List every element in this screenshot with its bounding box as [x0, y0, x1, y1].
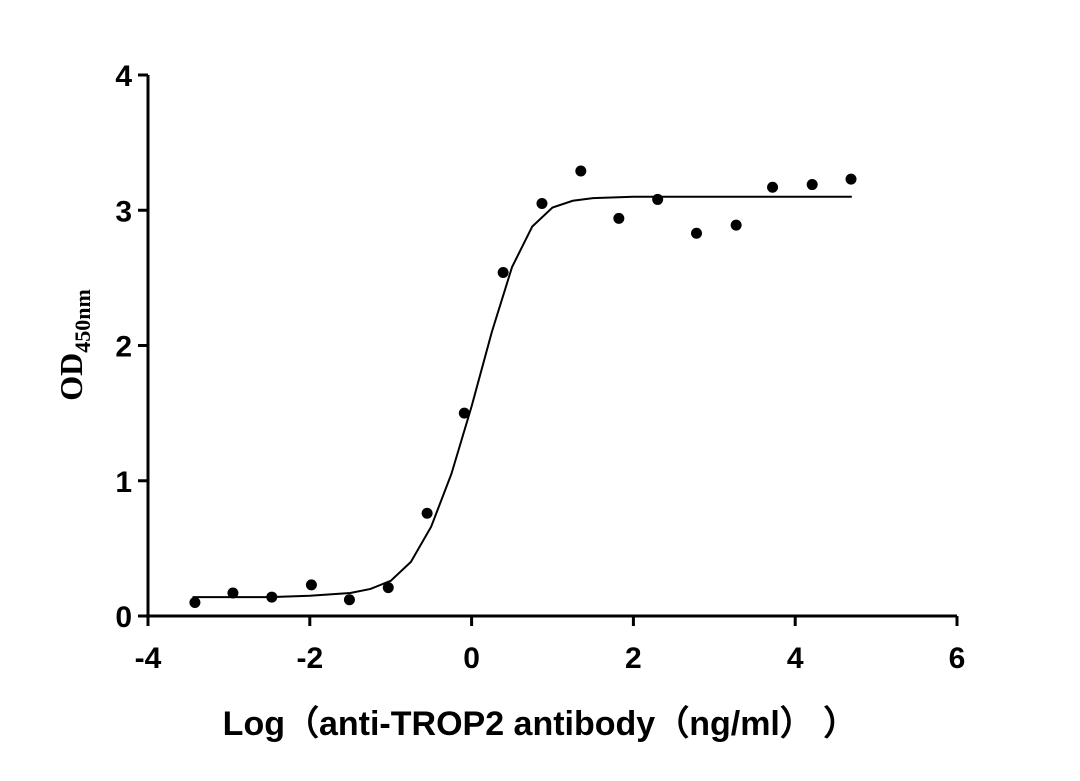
x-axis-title: Log（anti-TROP2 antibody（ng/ml） ） — [223, 704, 858, 743]
data-point — [497, 266, 509, 278]
data-point — [845, 173, 857, 185]
data-point — [189, 596, 201, 608]
data-point — [305, 579, 317, 591]
y-tick-label: 4 — [115, 60, 132, 93]
x-tick-label: -2 — [296, 642, 323, 675]
x-tick-label: 4 — [787, 642, 804, 675]
data-point — [767, 181, 779, 193]
data-point — [806, 179, 818, 191]
y-tick-label: 1 — [115, 466, 132, 499]
data-point — [652, 193, 664, 205]
y-tick-label: 2 — [115, 331, 132, 364]
x-tick-label: -4 — [135, 642, 162, 675]
data-point — [730, 219, 742, 231]
y-axis-title-sub: 450nm — [70, 289, 95, 353]
y-axis-title: OD450nm — [53, 289, 95, 401]
y-tick-label: 3 — [115, 195, 132, 228]
x-tick-label: 2 — [625, 642, 642, 675]
x-tick-label: 0 — [463, 642, 480, 675]
fit-curve — [192, 195, 852, 599]
data-point — [343, 594, 355, 606]
data-point — [575, 165, 587, 177]
data-point — [227, 587, 239, 599]
data-point — [613, 212, 625, 224]
x-tick-label: 6 — [949, 642, 966, 675]
y-axis-title-main: OD — [53, 353, 89, 401]
data-point — [536, 197, 548, 209]
data-point — [691, 227, 703, 239]
data-point — [421, 507, 433, 519]
data-point — [382, 582, 394, 594]
data-point — [458, 407, 470, 419]
y-tick-label: 0 — [115, 601, 132, 634]
